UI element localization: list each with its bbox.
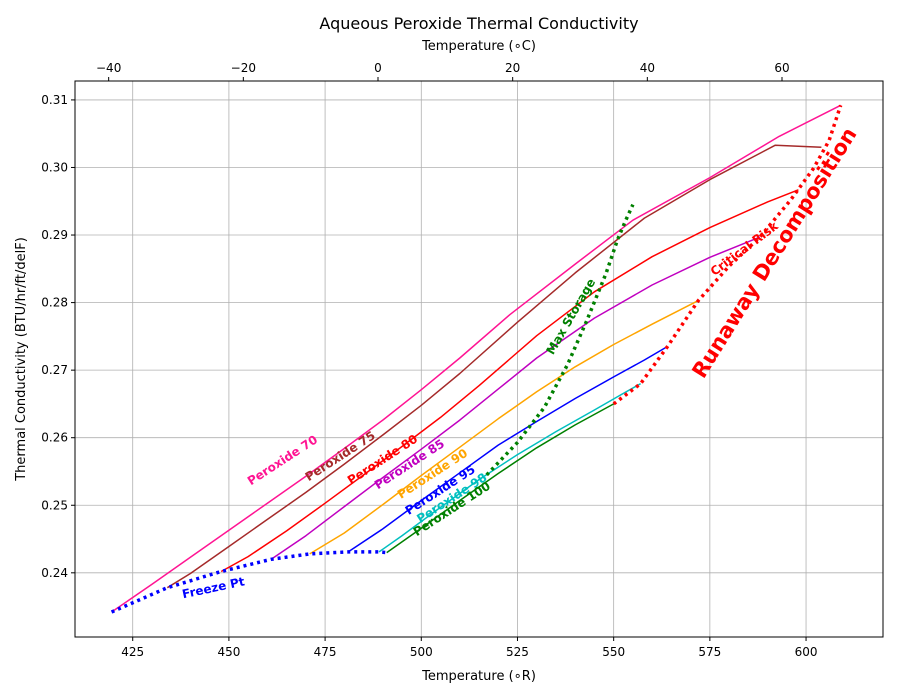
x-tick-label: 475 <box>314 645 337 659</box>
x2-axis-ticks: −40 −20 0 20 40 60 <box>96 61 790 81</box>
x2-tick-label: 60 <box>774 61 789 75</box>
series-line-peroxide-90 <box>309 299 699 555</box>
y-tick-label: 0.26 <box>41 431 68 445</box>
series-line-peroxide-100 <box>386 403 615 554</box>
x2-axis-label: Temperature (∘C) <box>421 39 536 54</box>
series-line-peroxide-70 <box>111 104 842 613</box>
x-tick-label: 500 <box>410 645 433 659</box>
x-axis-ticks: 425 450 475 500 525 550 575 600 <box>121 637 818 659</box>
x-tick-label: 575 <box>698 645 721 659</box>
series-line-peroxide-98 <box>378 383 641 553</box>
x-tick-label: 550 <box>602 645 625 659</box>
chart-title: Aqueous Peroxide Thermal Conductivity <box>319 14 638 33</box>
x2-tick-label: −20 <box>231 61 256 75</box>
boundary-line-freeze-pt <box>110 550 387 614</box>
series-line-peroxide-80 <box>220 189 799 573</box>
y-tick-label: 0.24 <box>41 566 68 580</box>
y-tick-label: 0.28 <box>41 296 68 310</box>
boundary-line-critical-risk <box>612 104 843 406</box>
y-tick-label: 0.29 <box>41 228 68 242</box>
y-axis-label: Thermal Conductivity (BTU/hr/ft/delF) <box>14 237 29 482</box>
x2-tick-label: 40 <box>640 61 655 75</box>
y-axis-ticks: 0.24 0.25 0.26 0.27 0.28 0.29 0.30 0.31 <box>41 93 75 580</box>
grid <box>75 81 883 637</box>
x2-tick-label: 20 <box>505 61 520 75</box>
x-tick-label: 600 <box>795 645 818 659</box>
x-tick-label: 525 <box>506 645 529 659</box>
x2-tick-label: 0 <box>374 61 382 75</box>
series-line-peroxide-95 <box>347 345 668 553</box>
y-tick-label: 0.31 <box>41 93 68 107</box>
plot-frame <box>74 80 884 638</box>
x-axis-label: Temperature (∘R) <box>421 669 536 684</box>
y-tick-label: 0.25 <box>41 498 68 512</box>
series-line-peroxide-75 <box>166 144 822 589</box>
y-tick-label: 0.30 <box>41 160 68 174</box>
series-lines <box>111 104 842 613</box>
y-tick-label: 0.27 <box>41 363 68 377</box>
x-tick-label: 425 <box>121 645 144 659</box>
boundary-lines <box>110 104 843 614</box>
x-tick-label: 450 <box>217 645 240 659</box>
x2-tick-label: −40 <box>96 61 121 75</box>
series-line-peroxide-85 <box>270 236 761 560</box>
